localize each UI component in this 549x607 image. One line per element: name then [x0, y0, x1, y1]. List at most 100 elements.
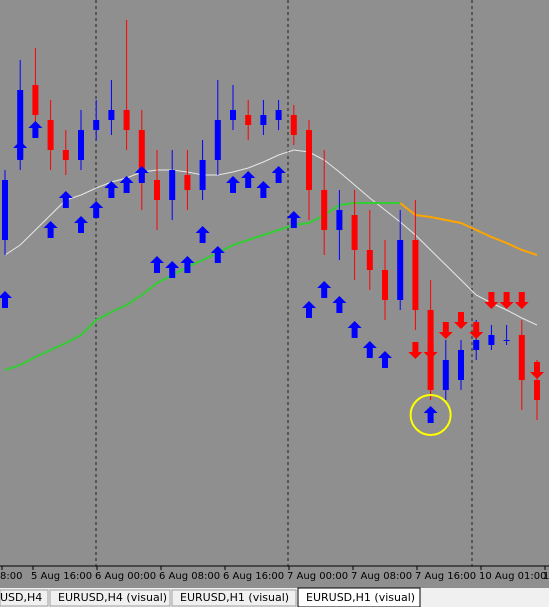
- tab-background: [0, 589, 49, 607]
- tab-background: [49, 589, 171, 607]
- indicator-line: [399, 202, 538, 256]
- buy-arrow: [104, 181, 119, 198]
- x-tick-label: 6 Aug 08:00: [159, 571, 220, 582]
- highlight-circle: [409, 394, 452, 436]
- buy-arrow: [256, 181, 271, 198]
- tab[interactable]: EURUSD,H4 (visual): [49, 589, 171, 607]
- tab-label[interactable]: EURUSD,H4 (visual): [58, 591, 167, 604]
- buy-arrow: [271, 166, 286, 183]
- x-tick-label: 7 Aug 08:00: [351, 571, 412, 582]
- chart-background: [0, 0, 549, 588]
- buy-arrow: [286, 211, 301, 228]
- sell-arrow: [454, 312, 468, 329]
- sell-arrow: [438, 322, 453, 339]
- candle-body: [62, 150, 69, 160]
- plot: [0, 20, 544, 436]
- buy-arrow: [119, 176, 134, 193]
- candle-body: [169, 170, 176, 200]
- candle-body: [230, 110, 236, 120]
- candle-body: [78, 130, 84, 160]
- buy-arrow: [74, 216, 88, 233]
- buy-arrow: [332, 296, 347, 313]
- sell-arrow: [469, 322, 484, 339]
- tab[interactable]: EURUSD,H1 (visual): [297, 587, 421, 607]
- buy-arrow: [423, 406, 438, 423]
- buy-arrow: [58, 191, 73, 208]
- buy-arrow: [13, 141, 28, 158]
- candle-body: [2, 180, 8, 240]
- candle-body: [412, 240, 419, 310]
- candle-body: [47, 120, 54, 150]
- candle-body: [397, 240, 404, 300]
- x-tick-label: 7 Aug 00:00: [287, 571, 348, 582]
- buy-arrow: [347, 321, 362, 338]
- tab[interactable]: EURUSD,H1 (visual): [171, 589, 297, 607]
- buy-arrow: [43, 221, 58, 238]
- x-tick-label: 6 Aug 00:00: [95, 571, 156, 582]
- candle-body: [108, 110, 115, 120]
- candle-body: [473, 340, 480, 350]
- candle-body: [245, 115, 252, 125]
- buy-arrow: [226, 176, 240, 193]
- candle-body: [306, 130, 312, 190]
- candle-body: [336, 210, 343, 230]
- tab[interactable]: USD,H4: [0, 589, 49, 607]
- buy-arrow: [302, 301, 316, 318]
- sell-arrow: [408, 342, 423, 359]
- buy-arrow: [210, 246, 225, 263]
- indicator-line: [4, 202, 401, 371]
- candle-body: [366, 250, 373, 270]
- x-tick-label: 5 Aug 16:00: [31, 571, 92, 582]
- candle-body: [184, 175, 191, 190]
- tab-background: [171, 589, 297, 607]
- tab-background: [297, 587, 421, 607]
- candle-body: [17, 90, 24, 160]
- candle-body: [518, 335, 525, 380]
- buy-arrow: [378, 351, 392, 368]
- candle-body: [488, 335, 495, 345]
- tab-label[interactable]: USD,H4: [0, 591, 42, 604]
- sell-arrow: [423, 342, 438, 359]
- buy-arrow: [241, 171, 256, 188]
- candle-body: [123, 110, 130, 130]
- candle-body: [321, 190, 328, 230]
- x-tick-label: 1: [543, 571, 549, 582]
- candle-body: [351, 215, 358, 250]
- buy-arrow: [150, 256, 164, 273]
- buy-arrow: [180, 256, 195, 273]
- x-tick-label: 6 Aug 16:00: [223, 571, 284, 582]
- tab-label[interactable]: EURUSD,H1 (visual): [180, 591, 289, 604]
- x-tick-label: 8:00: [0, 571, 22, 582]
- candle-body: [458, 350, 464, 380]
- candle-body: [382, 270, 388, 300]
- candle-body: [503, 340, 510, 341]
- candle-body: [442, 360, 449, 390]
- candle-body: [290, 115, 297, 135]
- candle-body: [260, 115, 267, 125]
- buy-arrow: [0, 291, 12, 308]
- buy-arrow: [28, 121, 43, 138]
- candle-body: [534, 380, 540, 400]
- candle-body: [154, 180, 160, 200]
- tab-label[interactable]: EURUSD,H1 (visual): [306, 591, 415, 604]
- candle-body: [199, 160, 206, 190]
- sell-arrow: [484, 292, 499, 309]
- candle-body: [214, 120, 221, 160]
- buy-arrow: [362, 341, 377, 358]
- buy-arrow: [317, 281, 332, 298]
- buy-arrow: [134, 166, 149, 183]
- sell-arrow: [499, 292, 514, 309]
- candle-body: [138, 130, 145, 180]
- sell-arrow: [530, 362, 544, 379]
- x-tick-label: 10 Aug 01:00: [479, 571, 546, 582]
- candle-body: [275, 110, 282, 120]
- buy-arrow: [195, 226, 210, 243]
- buy-arrow: [165, 261, 180, 278]
- candle-body: [93, 120, 100, 130]
- x-tick-label: 7 Aug 16:00: [415, 571, 476, 582]
- indicator-line: [4, 149, 538, 326]
- candle-body: [32, 85, 39, 115]
- sell-arrow: [514, 292, 529, 309]
